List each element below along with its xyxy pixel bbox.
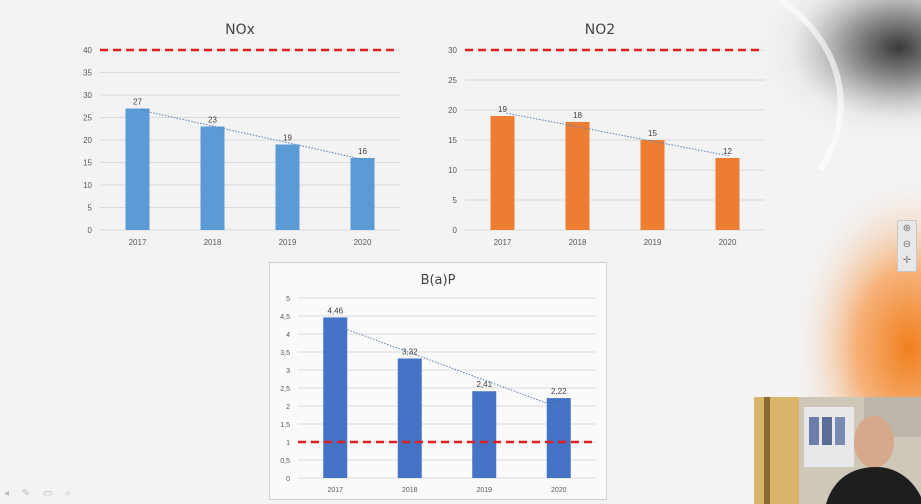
nox-ytick-label: 40	[83, 46, 92, 55]
bap-data-label: 4,46	[327, 306, 343, 315]
bap-ytick-label: 2,5	[280, 386, 290, 393]
no2-ytick-label: 5	[453, 196, 458, 205]
nox-ytick-label: 20	[83, 136, 92, 145]
no2-xtick-label: 2018	[569, 238, 587, 247]
bap-xtick-label: 2019	[476, 487, 492, 494]
no2-data-label: 12	[723, 147, 732, 156]
bap-chart: B(a)P 0 0,5 1 1,5 2 2,5 3 3,5 4 4,5 5 4,46 2017 3,32 2…	[269, 262, 607, 500]
no2-chart-title: NO2	[584, 22, 616, 38]
nox-ytick-label: 15	[83, 159, 92, 168]
no2-ytick-label: 10	[448, 166, 457, 175]
bap-ytick-label: 2	[286, 404, 290, 411]
no2-ytick-label: 15	[448, 136, 457, 145]
bap-ytick-label: 4,5	[280, 314, 290, 321]
nox-ytick-label: 25	[83, 114, 92, 123]
nox-xtick-label: 2017	[129, 238, 147, 247]
no2-bar	[490, 116, 515, 230]
bap-chart-title: B(a)P	[420, 273, 456, 288]
no2-data-label: 15	[648, 129, 657, 138]
no2-ytick-label: 20	[448, 106, 457, 115]
bap-data-label: 3,32	[402, 347, 418, 356]
nox-bar	[275, 144, 300, 230]
bap-ytick-label: 0	[286, 476, 290, 483]
bap-trendline	[339, 326, 561, 409]
nox-ytick-label: 5	[88, 204, 93, 213]
nox-ytick-label: 10	[83, 181, 92, 190]
no2-data-label: 19	[498, 105, 507, 114]
no2-ytick-label: 25	[448, 76, 457, 85]
nox-data-label: 16	[358, 147, 367, 156]
bap-ytick-label: 1	[286, 440, 290, 447]
nox-chart-title: NOx	[225, 22, 255, 38]
bap-ytick-label: 3,5	[280, 350, 290, 357]
nox-ytick-label: 0	[88, 226, 93, 235]
nox-xtick-label: 2020	[354, 238, 372, 247]
no2-data-label: 18	[573, 111, 582, 120]
nox-data-label: 19	[283, 134, 292, 143]
no2-bar	[565, 122, 590, 230]
bap-ytick-label: 3	[286, 368, 290, 375]
nox-bar	[200, 126, 225, 230]
webcam-video	[754, 397, 921, 504]
slide-toolbar: ◂ ✎ ▭ ⌕	[4, 488, 81, 499]
zoom-toolbar: ⊕ ⊖ ✛	[897, 220, 917, 272]
no2-chart: NO2 0 5 10 15 20 25 30 19 2017 18 2018 15 2019 12 2020	[430, 18, 770, 253]
no2-bar	[715, 158, 740, 230]
nox-ytick-label: 35	[83, 69, 92, 78]
no2-ytick-label: 30	[448, 46, 457, 55]
zoom-in-icon[interactable]: ⊕	[902, 223, 912, 234]
no2-bar	[640, 140, 665, 230]
no2-trendline	[506, 112, 730, 157]
nox-bar	[125, 108, 150, 230]
no2-xtick-label: 2019	[644, 238, 662, 247]
nox-ytick-label: 30	[83, 91, 92, 100]
no2-ytick-label: 0	[453, 226, 458, 235]
bap-data-label: 2,22	[551, 387, 567, 396]
back-icon[interactable]: ◂	[4, 488, 10, 499]
no2-chart-plot: 0 5 10 15 20 25 30 19 2017 18 2018 15 2019 12 2020	[448, 46, 765, 247]
zoom-out-icon[interactable]: ⊖	[902, 239, 912, 250]
bap-xtick-label: 2017	[327, 487, 343, 494]
bap-ytick-label: 1,5	[280, 422, 290, 429]
bap-bar	[397, 358, 422, 478]
nox-data-label: 27	[133, 98, 142, 107]
nox-chart: NOx 0 5 10 15 20 25 30 35 40 27 2017 23 2018 19 2019 16…	[70, 18, 410, 253]
bap-data-label: 2,41	[476, 380, 492, 389]
nox-trendline	[141, 109, 365, 161]
no2-xtick-label: 2017	[494, 238, 512, 247]
bap-bar	[472, 391, 497, 478]
slides-icon[interactable]: ▭	[42, 488, 53, 499]
bap-xtick-label: 2020	[551, 487, 567, 494]
bap-ytick-label: 0,5	[280, 458, 290, 465]
fit-icon[interactable]: ✛	[902, 255, 912, 266]
bap-xtick-label: 2018	[402, 487, 418, 494]
nox-chart-plot: 0 5 10 15 20 25 30 35 40 27 2017 23 2018 19 2019 16 2020	[83, 46, 400, 247]
webcam-image	[754, 397, 921, 504]
bap-ytick-label: 5	[286, 296, 290, 303]
nox-data-label: 23	[208, 116, 217, 125]
bap-chart-plot: 0 0,5 1 1,5 2 2,5 3 3,5 4 4,5 5 4,46 2017 3,32 2018 2,4…	[280, 296, 596, 494]
zoom-icon[interactable]: ⌕	[65, 488, 71, 499]
nox-bar	[350, 158, 375, 230]
nox-xtick-label: 2019	[279, 238, 297, 247]
bap-bar	[546, 398, 571, 478]
no2-xtick-label: 2020	[719, 238, 737, 247]
nox-xtick-label: 2018	[204, 238, 222, 247]
bap-bar	[323, 317, 348, 478]
pen-icon[interactable]: ✎	[21, 488, 31, 499]
bap-ytick-label: 4	[286, 332, 290, 339]
